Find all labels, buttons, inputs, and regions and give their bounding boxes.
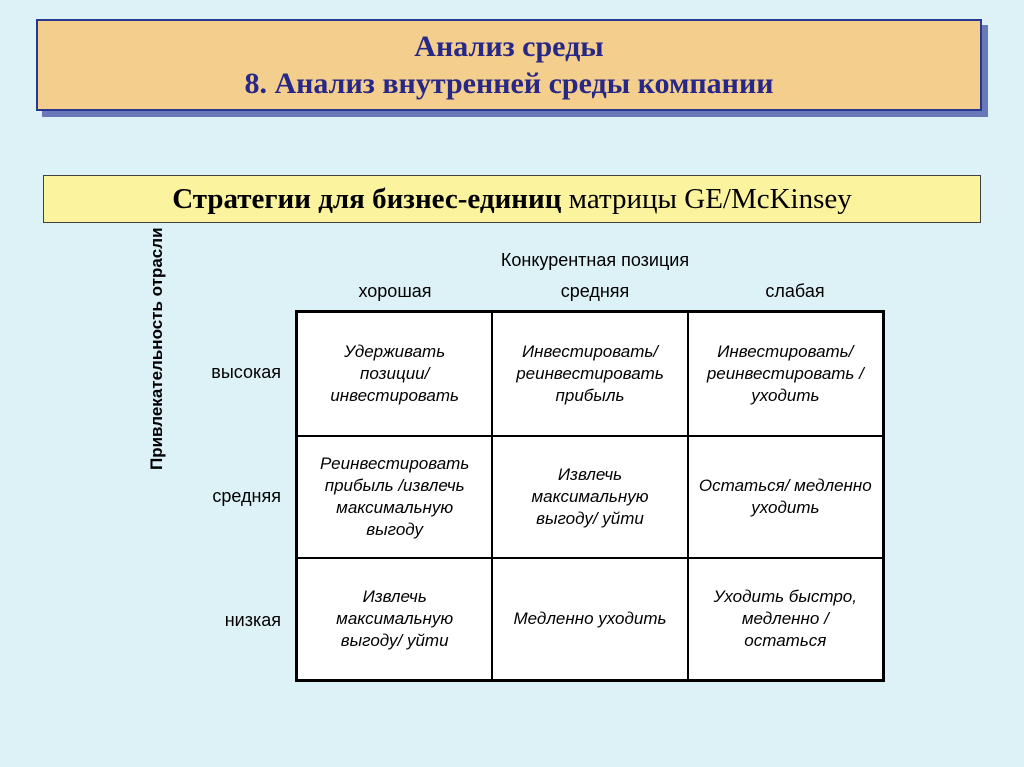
col-header: средняя [495,277,695,310]
col-header: хорошая [295,277,495,310]
matrix-cell: Извлечь максимальную выгоду/ уйти [298,559,491,679]
matrix-cell: Остаться/ медленно уходить [687,437,882,557]
title-line2: 8. Анализ внутренней среды компании [244,65,773,103]
table-row: Извлечь максимальную выгоду/ уйти Медлен… [298,557,882,679]
table-row: Реинвестировать прибыль /извлечь максима… [298,435,882,557]
title-line1: Анализ среды [414,28,603,66]
matrix-cell: Реинвестировать прибыль /извлечь максима… [298,437,491,557]
ge-mckinsey-matrix: Привлекательность отрасли Конкурентная п… [175,250,895,682]
col-header: слабая [695,277,895,310]
matrix-grid: Удерживать позиции/ инвестировать Инвест… [295,310,885,682]
matrix-cell: Инвестировать/ реинвестировать / уходить [687,313,882,435]
slide-subtitle: Стратегии для бизнес-единиц матрицы GE/M… [43,175,981,223]
table-row: Удерживать позиции/ инвестировать Инвест… [298,313,882,435]
matrix-cell: Удерживать позиции/ инвестировать [298,313,491,435]
matrix-cell: Извлечь максимальную выгоду/ уйти [491,437,686,557]
row-header: высокая [175,310,295,434]
x-axis-title: Конкурентная позиция [295,250,895,271]
matrix-cell: Медленно уходить [491,559,686,679]
matrix-cell: Инвестировать/ реинвестировать прибыль [491,313,686,435]
row-header: средняя [175,434,295,558]
subtitle-bold: Стратегии для бизнес-единиц [172,183,561,215]
column-headers: хорошая средняя слабая [295,277,895,310]
row-headers: высокая средняя низкая [175,310,295,682]
matrix-cell: Уходить быстро, медленно / остаться [687,559,882,679]
subtitle-rest: матрицы GE/McKinsey [561,183,851,215]
row-header: низкая [175,558,295,682]
slide-title: Анализ среды 8. Анализ внутренней среды … [36,19,982,111]
y-axis-title: Привлекательность отрасли [147,227,167,470]
